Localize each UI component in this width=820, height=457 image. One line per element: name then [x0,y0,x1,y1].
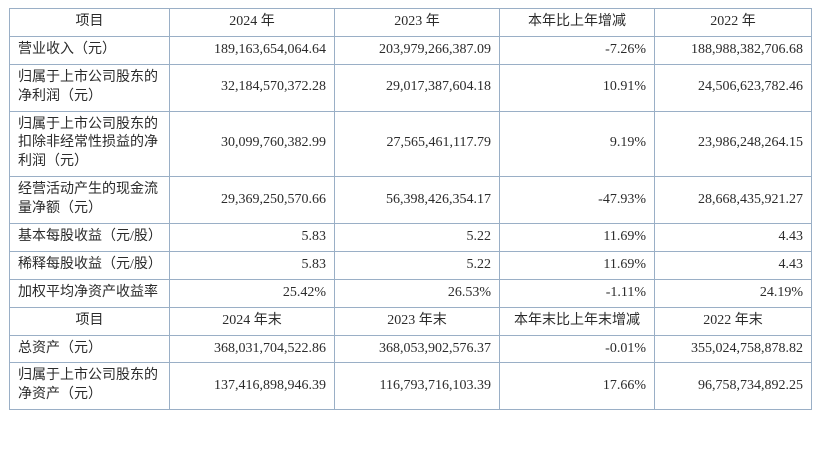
value-cell: 11.69% [499,250,655,280]
value-cell: 5.83 [169,223,335,252]
value-cell: -0.01% [499,334,655,364]
value-cell: -1.11% [499,278,655,308]
item-label-cell: 稀释每股收益（元/股） [9,250,170,280]
table-header-row: 项目 2024 年 2023 年 本年比上年增减 2022 年 [9,8,812,37]
value-cell: 26.53% [334,278,500,308]
table-row-diluted-eps: 稀释每股收益（元/股） 5.83 5.22 11.69% 4.43 [9,250,812,280]
value-cell: 29,369,250,570.66 [169,176,335,225]
value-cell: 56,398,426,354.17 [334,176,500,225]
value-cell: 23,986,248,264.15 [654,110,812,178]
value-cell: 368,053,902,576.37 [334,334,500,364]
table-row-revenue: 营业收入（元） 189,163,654,064.64 203,979,266,3… [9,35,812,65]
column-header-item: 项目 [9,306,170,336]
value-cell: 5.22 [334,250,500,280]
table-row-basic-eps: 基本每股收益（元/股） 5.83 5.22 11.69% 4.43 [9,223,812,252]
column-header-yoy-change: 本年比上年增减 [499,8,655,37]
value-cell: 29,017,387,604.18 [334,63,500,112]
value-cell: 24,506,623,782.46 [654,63,812,112]
table-header-row-period-end: 项目 2024 年末 2023 年末 本年末比上年末增减 2022 年末 [9,306,812,336]
column-header-2022: 2022 年 [654,8,812,37]
value-cell: 96,758,734,892.25 [654,362,812,411]
value-cell: 25.42% [169,278,335,308]
column-header-item: 项目 [9,8,170,37]
item-label-cell: 归属于上市公司股东的净利润（元） [9,63,170,112]
value-cell: 10.91% [499,63,655,112]
value-cell: 17.66% [499,362,655,411]
value-cell: 368,031,704,522.86 [169,334,335,364]
table-row-net-profit: 归属于上市公司股东的净利润（元） 32,184,570,372.28 29,01… [9,63,812,112]
value-cell: -7.26% [499,35,655,65]
value-cell: 355,024,758,878.82 [654,334,812,364]
item-label-cell: 归属于上市公司股东的扣除非经常性损益的净利润（元） [9,110,170,178]
item-label-cell: 总资产（元） [9,334,170,364]
column-header-2024-end: 2024 年末 [169,306,335,336]
column-header-2023: 2023 年 [334,8,500,37]
column-header-2024: 2024 年 [169,8,335,37]
value-cell: 137,416,898,946.39 [169,362,335,411]
value-cell: 11.69% [499,223,655,252]
value-cell: 5.22 [334,223,500,252]
table-row-net-profit-excl-nonrecurring: 归属于上市公司股东的扣除非经常性损益的净利润（元） 30,099,760,382… [9,110,812,178]
key-financials-table: 项目 2024 年 2023 年 本年比上年增减 2022 年 营业收入（元） … [9,8,812,411]
value-cell: 24.19% [654,278,812,308]
column-header-2022-end: 2022 年末 [654,306,812,336]
value-cell: 30,099,760,382.99 [169,110,335,178]
value-cell: 28,668,435,921.27 [654,176,812,225]
value-cell: 9.19% [499,110,655,178]
value-cell: 116,793,716,103.39 [334,362,500,411]
value-cell: 189,163,654,064.64 [169,35,335,65]
value-cell: 203,979,266,387.09 [334,35,500,65]
value-cell: 188,988,382,706.68 [654,35,812,65]
column-header-yoy-end-change: 本年末比上年末增减 [499,306,655,336]
value-cell: 27,565,461,117.79 [334,110,500,178]
value-cell: -47.93% [499,176,655,225]
item-label-cell: 经营活动产生的现金流量净额（元） [9,176,170,225]
item-label-cell: 归属于上市公司股东的净资产（元） [9,362,170,411]
table-row-total-assets: 总资产（元） 368,031,704,522.86 368,053,902,57… [9,334,812,364]
item-label-cell: 基本每股收益（元/股） [9,223,170,252]
table-row-net-assets: 归属于上市公司股东的净资产（元） 137,416,898,946.39 116,… [9,362,812,411]
item-label-cell: 营业收入（元） [9,35,170,65]
value-cell: 5.83 [169,250,335,280]
table-row-operating-cash-flow: 经营活动产生的现金流量净额（元） 29,369,250,570.66 56,39… [9,176,812,225]
item-label-cell: 加权平均净资产收益率 [9,278,170,308]
column-header-2023-end: 2023 年末 [334,306,500,336]
table-row-weighted-avg-roe: 加权平均净资产收益率 25.42% 26.53% -1.11% 24.19% [9,278,812,308]
value-cell: 32,184,570,372.28 [169,63,335,112]
value-cell: 4.43 [654,223,812,252]
value-cell: 4.43 [654,250,812,280]
